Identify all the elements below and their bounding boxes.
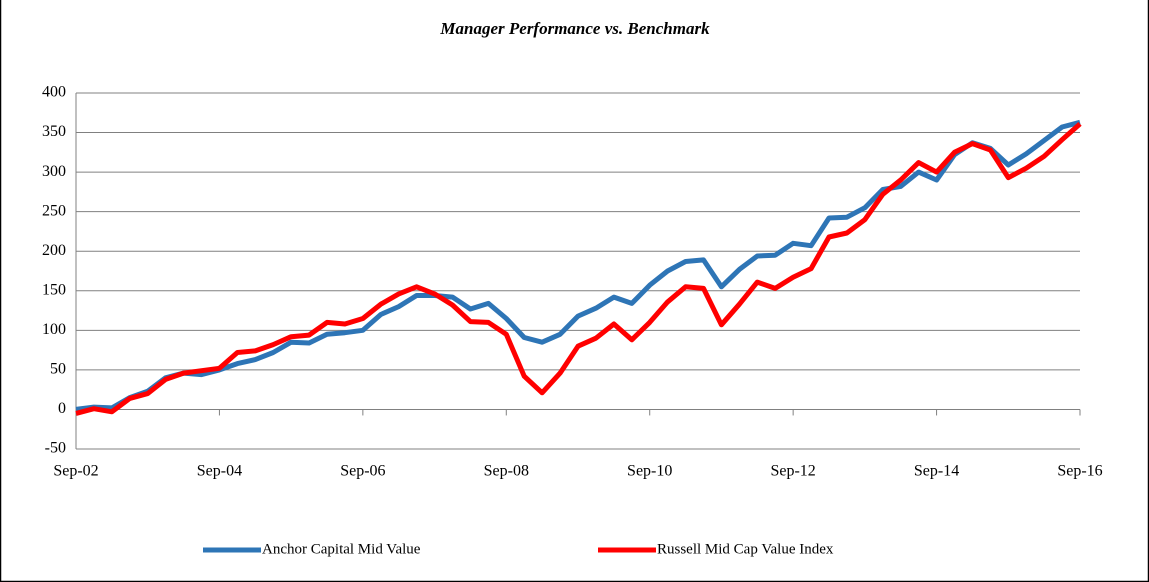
x-tick-label: Sep-16	[1057, 463, 1102, 480]
y-tick-label: 400	[42, 84, 66, 101]
y-tick-label: 250	[42, 202, 66, 219]
x-tick-label: Sep-02	[53, 463, 98, 480]
y-tick-label: 100	[42, 321, 66, 338]
y-tick-label: 0	[58, 400, 66, 417]
x-tick-label: Sep-12	[770, 463, 815, 480]
y-tick-label: 300	[42, 163, 66, 180]
y-tick-label: -50	[45, 440, 66, 457]
x-tick-label: Sep-14	[914, 463, 959, 480]
legend-label: Anchor Capital Mid Value	[262, 541, 421, 557]
x-tick-label: Sep-06	[340, 463, 385, 480]
y-tick-label: 50	[50, 361, 66, 378]
legend-label: Russell Mid Cap Value Index	[657, 541, 834, 557]
y-tick-label: 200	[42, 242, 66, 259]
x-tick-label: Sep-10	[627, 463, 672, 480]
y-tick-label: 150	[42, 281, 66, 298]
x-tick-label: Sep-08	[484, 463, 529, 480]
y-tick-label: 350	[42, 123, 66, 140]
line-series	[75, 122, 1082, 416]
chart-title: Manager Performance vs. Benchmark	[439, 19, 710, 38]
x-tick-label: Sep-04	[197, 463, 242, 480]
line-series	[75, 119, 1081, 412]
